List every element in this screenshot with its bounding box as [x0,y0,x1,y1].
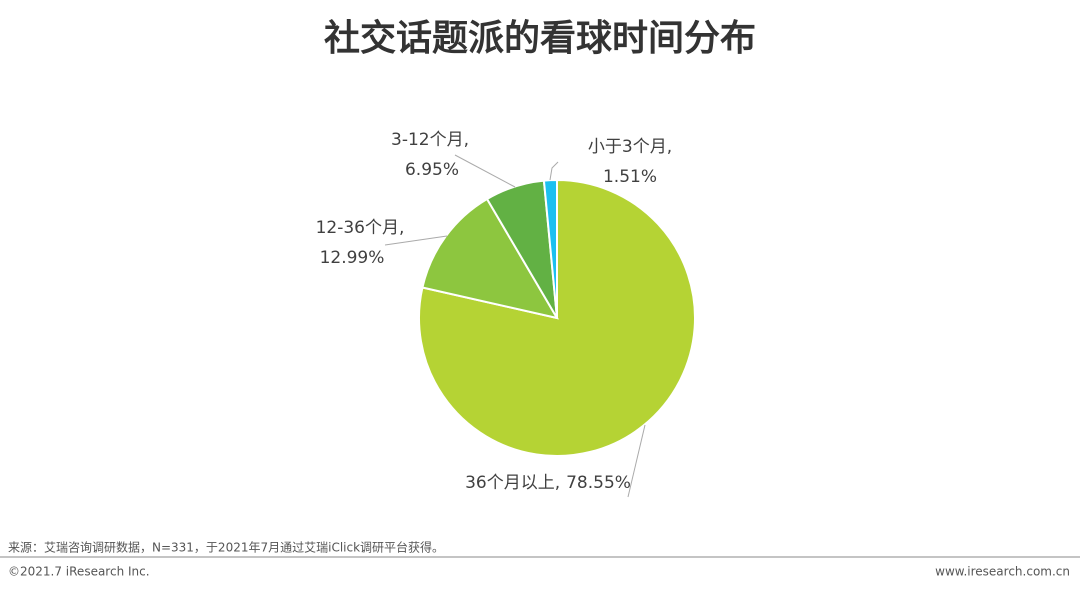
chart-title: 社交话题派的看球时间分布 [324,17,756,59]
category-label: 36个月以上, [465,473,560,493]
value-label: 12.99% [320,248,385,268]
category-label: 小于3个月, [588,137,672,157]
leader-line [454,154,516,188]
pie-slice [542,178,558,319]
source-note: 来源：艾瑞咨询调研数据，N=331，于2021年7月通过艾瑞iClick调研平台… [8,540,444,555]
category-label: 12-36个月, [316,218,405,238]
copyright: ©2021.7 iResearch Inc. [8,565,150,579]
value-label: 6.95% [405,160,459,180]
value-label: 78.55% [566,473,631,493]
leader-line [549,161,559,181]
data-label: 36个月以上, 78.55% [465,473,631,493]
site-url: www.iresearch.com.cn [935,565,1070,579]
pie-slice [418,178,696,457]
leader-line [384,235,448,246]
leader-line [627,424,646,498]
value-label: 1.51% [603,167,657,187]
category-label: 3-12个月, [391,130,469,150]
